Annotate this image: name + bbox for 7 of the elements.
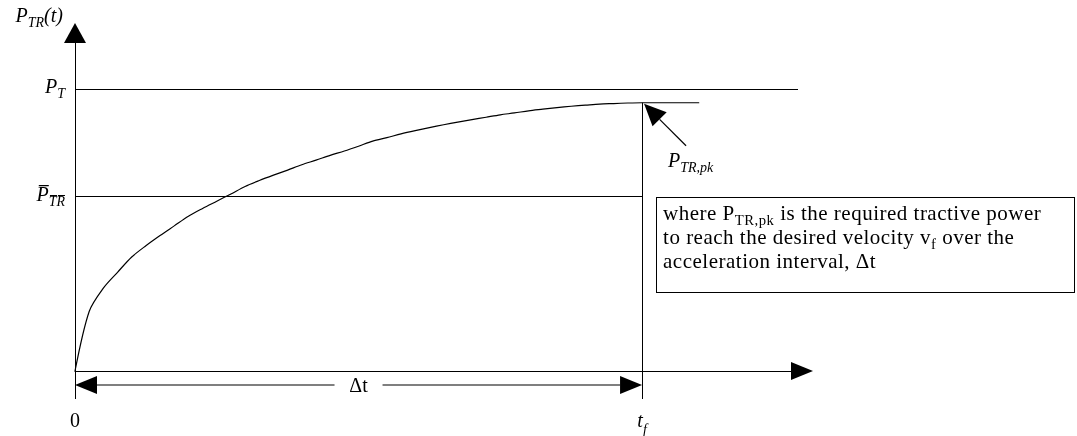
y-axis-title: P$_{TR}$(t) — [15, 3, 63, 30]
text: Δt — [349, 374, 368, 396]
text: where P$_{TR,pk}$ is the required tractive power to reach the desired velocity v$_{f}$ over the acceleration interval, Δt — [663, 201, 1042, 273]
ref-line-label: P$_{T}$ — [44, 74, 65, 102]
ref-line-label: P̅$_{T̅R̅}$ — [36, 181, 65, 209]
x-tick-label: 0 — [70, 409, 80, 431]
annotation: P$_{TR,pk}$ — [668, 147, 714, 175]
